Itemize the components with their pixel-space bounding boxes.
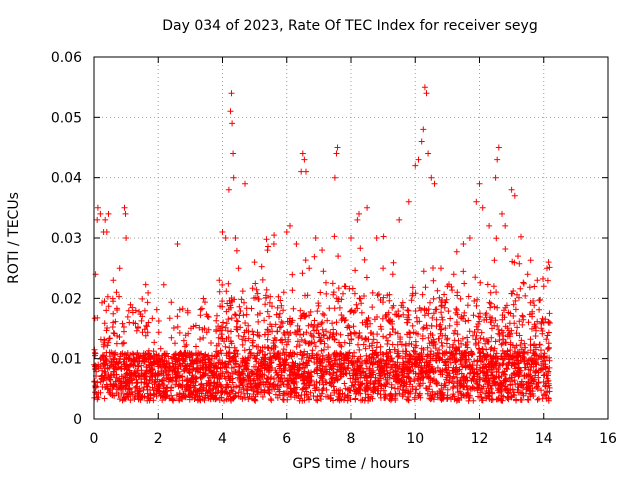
- x-tick-label: 16: [599, 431, 617, 447]
- y-tick-label: 0.06: [51, 50, 82, 66]
- y-tick-label: 0.03: [51, 231, 82, 247]
- x-tick-label: 8: [347, 431, 356, 447]
- x-axis-label: GPS time / hours: [292, 456, 410, 472]
- y-tick-label: 0.01: [51, 352, 82, 368]
- x-tick-label: 2: [154, 431, 163, 447]
- x-tick-label: 0: [90, 431, 99, 447]
- y-tick-label: 0.05: [51, 110, 82, 126]
- x-tick-label: 14: [535, 431, 553, 447]
- x-tick-label: 6: [282, 431, 291, 447]
- data-points: [91, 84, 553, 404]
- y-tick-label: 0.04: [51, 171, 82, 187]
- chart-title: Day 034 of 2023, Rate Of TEC Index for r…: [162, 18, 538, 34]
- roti-markers: [91, 84, 553, 404]
- y-tick-label: 0.02: [51, 291, 82, 307]
- x-tick-label: 12: [471, 431, 489, 447]
- y-axis-label: ROTI / TECUs: [6, 192, 22, 284]
- x-tick-label: 10: [406, 431, 424, 447]
- y-tick-label: 0: [73, 412, 82, 428]
- tick-labels: 0 2 4 6 8 10 12 14 16 0 0.01 0.02 0.03 0.04 0.05 0.06: [51, 50, 617, 447]
- axis-ticks: [93, 56, 609, 420]
- x-tick-label: 4: [218, 431, 227, 447]
